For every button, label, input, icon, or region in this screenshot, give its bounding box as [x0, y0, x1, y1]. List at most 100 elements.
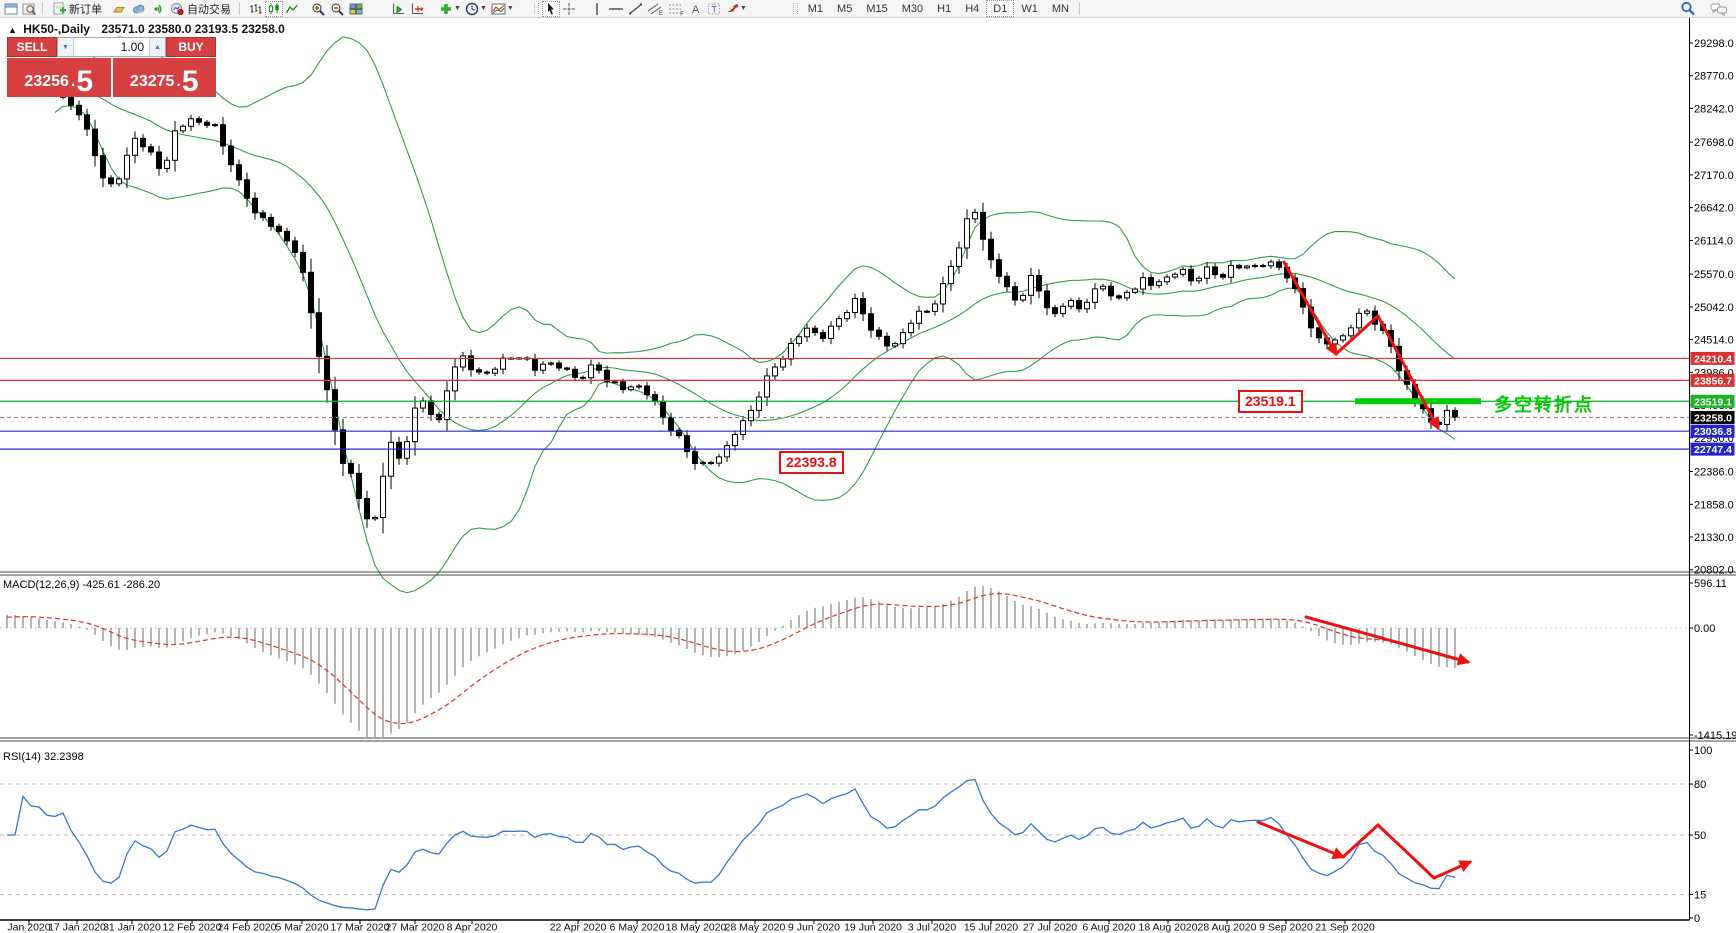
arrows-button[interactable]: ▼ — [723, 1, 749, 17]
market-button[interactable] — [110, 1, 129, 17]
templates-button[interactable]: ▼ — [489, 1, 516, 17]
new-order-icon — [53, 2, 66, 14]
svg-text:29298.0: 29298.0 — [1694, 38, 1734, 50]
svg-text:27698.0: 27698.0 — [1694, 137, 1734, 149]
buy-price[interactable]: 23275. 5 — [112, 58, 216, 98]
svg-text:15: 15 — [1694, 890, 1706, 902]
rsi-pane — [0, 778, 1689, 911]
auto-scroll-icon — [393, 3, 404, 14]
sell-price[interactable]: 23256. 5 — [7, 58, 111, 97]
chart-shift-button[interactable] — [408, 1, 427, 17]
cloud-button[interactable] — [129, 1, 149, 17]
svg-text:27 Jul 2020: 27 Jul 2020 — [1023, 922, 1077, 933]
trend-arrows[interactable] — [1256, 260, 1473, 880]
crosshair-icon — [562, 2, 575, 15]
svg-text:0.00: 0.00 — [1694, 623, 1715, 635]
main-toolbar: 新订单 自动交易 ▼ ▼ ▼ E F A — [0, 0, 1736, 18]
buy-price-pip: 5 — [181, 64, 199, 98]
svg-text:T: T — [711, 4, 717, 14]
autotrading-button[interactable]: 自动交易 — [168, 1, 233, 17]
indicators-button[interactable]: ▼ — [437, 1, 463, 17]
svg-text:9 Sep 2020: 9 Sep 2020 — [1259, 922, 1313, 933]
autotrading-icon — [171, 2, 184, 15]
volume-decrease-button[interactable]: ▼ — [58, 38, 74, 56]
svg-text:596.11: 596.11 — [1694, 578, 1727, 590]
zoom-out-icon — [331, 3, 344, 16]
timeframe-h1[interactable]: H1 — [937, 2, 952, 15]
svg-text:21330.0: 21330.0 — [1694, 532, 1734, 544]
timeframe-h4[interactable]: H4 — [965, 2, 980, 15]
tile-windows-button[interactable] — [347, 1, 365, 17]
new-order-button[interactable]: 新订单 — [50, 1, 104, 17]
timeframe-w1[interactable]: W1 — [1021, 2, 1038, 15]
horizontal-line-icon — [608, 7, 623, 10]
signals-button[interactable] — [149, 1, 168, 17]
fibonacci-button[interactable]: F — [666, 1, 687, 17]
candlestick-chart-button[interactable] — [265, 0, 283, 17]
buy-button[interactable]: BUY — [166, 37, 216, 57]
svg-text:26642.0: 26642.0 — [1694, 203, 1734, 215]
autotrading-label: 自动交易 — [187, 3, 231, 16]
search-button[interactable] — [1678, 1, 1698, 17]
line-chart-button[interactable] — [283, 1, 301, 17]
svg-text:3 Jul 2020: 3 Jul 2020 — [908, 922, 957, 933]
timeframe-m5[interactable]: M5 — [837, 2, 853, 15]
auto-scroll-button[interactable] — [389, 1, 408, 17]
cursor-icon — [548, 2, 555, 15]
svg-text:25570.0: 25570.0 — [1694, 269, 1734, 281]
svg-text:15 Jul 2020: 15 Jul 2020 — [964, 922, 1018, 933]
periods-button[interactable]: ▼ — [463, 1, 489, 17]
crosshair-button[interactable] — [560, 1, 578, 17]
zoom-out-button[interactable] — [328, 1, 347, 17]
chat-button[interactable] — [1708, 1, 1730, 17]
data-window-button[interactable] — [20, 1, 39, 17]
text-button[interactable]: A — [687, 1, 705, 17]
timeframe-d1[interactable]: D1 — [986, 0, 1015, 17]
pivot-annotation-text[interactable]: 多空转折点 — [1494, 395, 1594, 415]
cursor-button[interactable] — [541, 0, 560, 17]
svg-text:24 Feb 2020: 24 Feb 2020 — [218, 922, 277, 933]
toolbar-handle — [533, 3, 539, 14]
collapse-triangle-icon[interactable]: ▲ — [8, 25, 17, 35]
pivot-price-label[interactable]: 23519.1 — [1238, 390, 1303, 413]
timeframe-buttons: M1 M5 M15 M30 H1 H4 D1 W1 MN — [801, 0, 1076, 17]
volume-increase-button[interactable]: ▲ — [149, 38, 165, 56]
svg-text:22386.0: 22386.0 — [1694, 467, 1734, 479]
macd-signal-line — [6, 592, 1456, 725]
svg-text:A: A — [692, 4, 700, 16]
svg-text:0: 0 — [1694, 913, 1700, 925]
vertical-line-button[interactable] — [588, 1, 606, 17]
equidistant-channel-button[interactable]: E — [645, 1, 666, 17]
horizontal-line-button[interactable] — [606, 1, 626, 17]
svg-text:Jan 2020: Jan 2020 — [7, 922, 50, 933]
candlesticks — [60, 89, 1458, 534]
svg-text:18 Aug 2020: 18 Aug 2020 — [1139, 922, 1198, 933]
svg-text:12 Feb 2020: 12 Feb 2020 — [163, 922, 222, 933]
low-price-label[interactable]: 22393.8 — [779, 451, 844, 474]
svg-text:24210.4: 24210.4 — [1694, 353, 1732, 365]
svg-text:9 Jun 2020: 9 Jun 2020 — [788, 922, 840, 933]
objects-group: ▼ ▼ ▼ — [437, 0, 516, 17]
zoom-group — [309, 0, 365, 17]
timeframe-m30[interactable]: M30 — [901, 2, 924, 15]
svg-text:F: F — [680, 11, 684, 16]
volume-value[interactable]: 1.00 — [120, 40, 144, 54]
text-label-button[interactable]: T — [705, 1, 723, 17]
sell-button[interactable]: SELL — [7, 37, 57, 57]
zoom-in-button[interactable] — [309, 1, 328, 17]
svg-text:21858.0: 21858.0 — [1694, 499, 1734, 511]
trendline-icon — [628, 3, 642, 14]
signal-icon — [154, 3, 162, 14]
svg-text:50: 50 — [1694, 830, 1706, 842]
timeframe-m15[interactable]: M15 — [866, 2, 888, 15]
trendline-button[interactable] — [626, 1, 645, 17]
vertical-line-icon — [596, 2, 598, 15]
timeframe-mn[interactable]: MN — [1051, 2, 1069, 15]
timeframe-m1[interactable]: M1 — [807, 2, 824, 15]
chat-icon — [1710, 3, 1727, 16]
toolbar-handle — [792, 3, 798, 14]
new-order-label: 新订单 — [69, 3, 102, 16]
chart-window-button[interactable] — [2, 1, 20, 17]
bar-chart-button[interactable] — [247, 1, 265, 17]
